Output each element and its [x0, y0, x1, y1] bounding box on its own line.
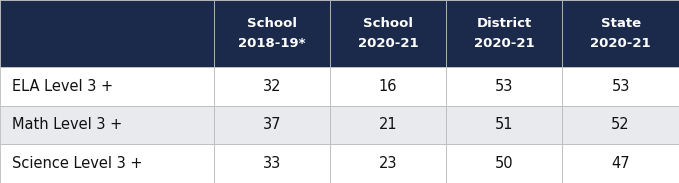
- Text: School: School: [363, 17, 413, 30]
- Text: 23: 23: [379, 156, 397, 171]
- Bar: [214, 106, 330, 144]
- Text: 32: 32: [263, 79, 281, 94]
- Text: 37: 37: [263, 117, 281, 132]
- Bar: [0, 144, 214, 183]
- Text: 33: 33: [263, 156, 281, 171]
- Text: State: State: [600, 17, 641, 30]
- Bar: [562, 106, 679, 144]
- Text: Science Level 3 +: Science Level 3 +: [12, 156, 143, 171]
- Bar: [0, 106, 214, 144]
- Bar: [214, 144, 330, 183]
- Bar: [446, 144, 562, 183]
- Bar: [562, 144, 679, 183]
- Bar: [214, 0, 330, 67]
- Text: Math Level 3 +: Math Level 3 +: [12, 117, 122, 132]
- Bar: [446, 106, 562, 144]
- Text: 53: 53: [495, 79, 513, 94]
- Bar: [0, 0, 214, 67]
- Text: 2020-21: 2020-21: [474, 37, 534, 50]
- Bar: [330, 0, 446, 67]
- Text: 50: 50: [495, 156, 513, 171]
- Bar: [0, 67, 214, 106]
- Text: School: School: [247, 17, 297, 30]
- Text: 21: 21: [379, 117, 397, 132]
- Text: 47: 47: [611, 156, 630, 171]
- Text: 2020-21: 2020-21: [358, 37, 418, 50]
- Bar: [330, 144, 446, 183]
- Text: 53: 53: [611, 79, 630, 94]
- Text: 2020-21: 2020-21: [590, 37, 651, 50]
- Bar: [446, 67, 562, 106]
- Text: District: District: [477, 17, 532, 30]
- Bar: [446, 0, 562, 67]
- Bar: [562, 67, 679, 106]
- Text: 16: 16: [379, 79, 397, 94]
- Bar: [330, 106, 446, 144]
- Text: 2018-19*: 2018-19*: [238, 37, 306, 50]
- Text: 52: 52: [611, 117, 630, 132]
- Text: ELA Level 3 +: ELA Level 3 +: [12, 79, 113, 94]
- Text: 51: 51: [495, 117, 513, 132]
- Bar: [330, 67, 446, 106]
- Bar: [214, 67, 330, 106]
- Bar: [562, 0, 679, 67]
